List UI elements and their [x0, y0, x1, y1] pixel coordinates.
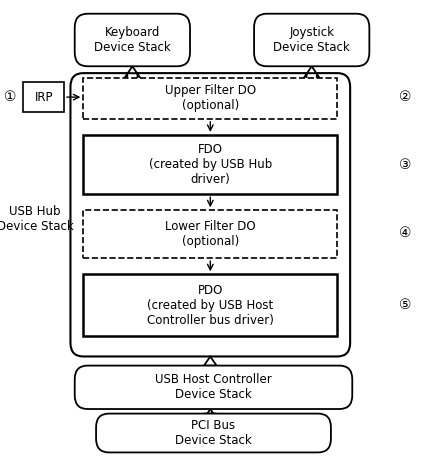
Text: Keyboard
Device Stack: Keyboard Device Stack [94, 26, 170, 54]
Text: ①: ① [4, 90, 17, 104]
Text: PCI Bus
Device Stack: PCI Bus Device Stack [175, 419, 251, 447]
Polygon shape [198, 356, 222, 374]
Polygon shape [300, 66, 322, 83]
Text: PDO
(created by USB Host
Controller bus driver): PDO (created by USB Host Controller bus … [147, 283, 273, 327]
Bar [83, 210, 337, 258]
Bar [83, 135, 337, 194]
Text: USB Host Controller
Device Stack: USB Host Controller Device Stack [155, 373, 271, 401]
Bar [83, 78, 337, 119]
Text: ⑤: ⑤ [398, 298, 411, 312]
Text: IRP: IRP [35, 90, 53, 104]
Bar [23, 82, 64, 112]
FancyBboxPatch shape [96, 414, 330, 452]
Text: USB Hub
Device Stack: USB Hub Device Stack [0, 205, 73, 234]
FancyBboxPatch shape [75, 366, 351, 409]
FancyBboxPatch shape [75, 14, 190, 66]
Polygon shape [201, 409, 219, 424]
Text: ②: ② [398, 90, 411, 104]
FancyBboxPatch shape [253, 14, 368, 66]
Text: Lower Filter DO
(optional): Lower Filter DO (optional) [164, 220, 255, 248]
Text: ③: ③ [398, 158, 411, 171]
Polygon shape [121, 66, 143, 83]
Text: ④: ④ [398, 226, 411, 240]
Text: Upper Filter DO
(optional): Upper Filter DO (optional) [164, 84, 255, 112]
Bar [83, 274, 337, 336]
FancyBboxPatch shape [70, 73, 349, 356]
Text: FDO
(created by USB Hub
driver): FDO (created by USB Hub driver) [148, 143, 271, 186]
Text: Joystick
Device Stack: Joystick Device Stack [273, 26, 349, 54]
